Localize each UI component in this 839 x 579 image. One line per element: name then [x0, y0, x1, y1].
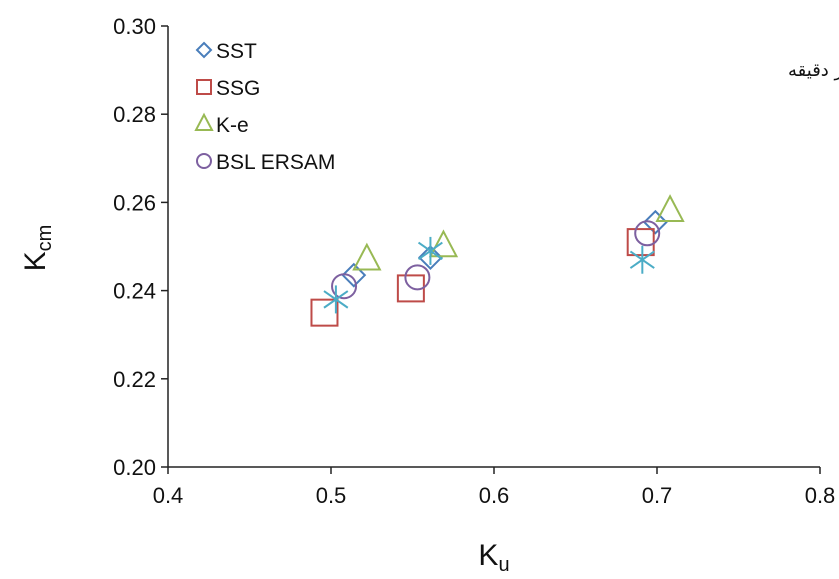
data-point-k-e [655, 194, 685, 222]
data-point-sst [341, 262, 367, 288]
y-axis-title-sub: cm [34, 225, 56, 252]
series-k-e [352, 194, 685, 271]
series-bsl-ersam [331, 220, 661, 300]
legend-marker [196, 79, 212, 95]
legend-marker [195, 41, 213, 59]
data-point-asterisk [323, 285, 349, 314]
data-point-asterisk [629, 245, 655, 274]
x-tick-label: 0.8 [805, 483, 836, 508]
legend-entry-k-e: K-e [194, 112, 249, 137]
x-axis-title: Ku [478, 539, 509, 576]
legend-marker [196, 153, 212, 169]
data-point-bsl-ersam [331, 273, 358, 300]
x-tick-label: 0.6 [479, 483, 510, 508]
legend-entry-ssg: SSG [196, 77, 260, 100]
legend-entry-bsl-ersam: BSL ERSAM [196, 151, 335, 174]
data-point-asterisk [417, 236, 443, 265]
y-tick-label: 0.24 [113, 279, 156, 304]
x-axis-title-sub: u [498, 554, 509, 576]
legend-entry-sst: SST [195, 40, 257, 63]
y-tick-label: 0.28 [113, 102, 156, 127]
x-axis-ticks: 0.4 0.5 0.6 0.7 0.8 [153, 467, 836, 508]
legend-label: SSG [216, 77, 260, 100]
series-sst [341, 209, 668, 288]
data-point-ssg [310, 298, 339, 327]
legend-label: SST [216, 40, 257, 63]
legend: SST SSG K-e BSL ERSAM [194, 40, 335, 174]
data-point-sst [418, 245, 443, 270]
series-asterisk [323, 236, 655, 314]
y-tick-label: 0.22 [113, 367, 156, 392]
x-tick-label: 0.7 [642, 483, 673, 508]
y-tick-label: 0.30 [113, 14, 156, 39]
data-point-ssg [626, 228, 655, 257]
data-point-bsl-ersam [634, 220, 661, 247]
axes [167, 26, 820, 468]
y-axis-title-main: K [19, 251, 52, 271]
x-tick-label: 0.4 [153, 483, 184, 508]
x-tick-label: 0.5 [316, 483, 347, 508]
data-point-k-e [352, 242, 382, 271]
legend-label: BSL ERSAM [216, 151, 335, 174]
data-point-bsl-ersam [404, 264, 431, 291]
speed-annotation: سرعت 1000 دور بر دقیقه [788, 60, 839, 81]
data-series [310, 194, 685, 327]
legend-label: K-e [216, 114, 249, 137]
data-point-k-e [428, 229, 459, 258]
y-tick-label: 0.26 [113, 190, 156, 215]
y-tick-label: 0.20 [113, 455, 156, 480]
legend-marker [194, 112, 214, 131]
y-axis-ticks: 0.20 0.22 0.24 0.26 0.28 0.30 [113, 14, 168, 480]
y-axis-title: Kcm [19, 225, 56, 272]
data-point-sst [642, 209, 668, 235]
x-axis-title-main: K [478, 539, 498, 572]
